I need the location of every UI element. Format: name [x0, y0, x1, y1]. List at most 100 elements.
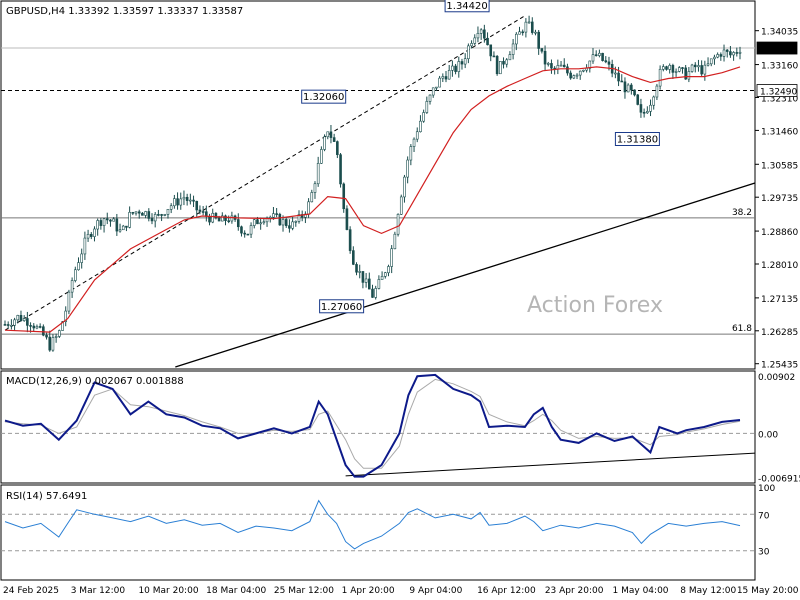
time-label: 16 Apr 12:00 — [477, 586, 536, 596]
moving-average-line — [4, 66, 741, 333]
candle-body — [658, 68, 662, 87]
candle-body — [278, 213, 282, 226]
candle-body — [693, 64, 697, 68]
candle-body — [105, 218, 109, 221]
candle-body — [201, 211, 205, 213]
price-trendlines — [4, 15, 756, 368]
candle-body — [147, 211, 151, 219]
candle-body — [326, 131, 330, 138]
candle-body — [633, 89, 636, 96]
candle-body — [160, 214, 163, 216]
candle-body — [428, 94, 432, 102]
candle-body — [332, 137, 336, 142]
price-tick-label: 1.28010 — [761, 261, 798, 271]
candle-body — [598, 52, 601, 56]
candle-body — [604, 60, 608, 63]
candle-body — [125, 225, 128, 228]
candle-body — [137, 211, 141, 214]
candle-body — [732, 52, 735, 56]
candle-body — [665, 66, 668, 70]
candle-body — [687, 71, 691, 80]
candle-body — [566, 66, 569, 74]
price-tick-label: 1.30585 — [761, 161, 798, 171]
candle-body — [505, 59, 509, 65]
candle-body — [348, 229, 352, 251]
candle-body — [550, 63, 553, 69]
macd-signal-line — [4, 378, 741, 469]
price-tick-label: 1.26285 — [761, 328, 798, 338]
candle-body — [6, 324, 10, 326]
candle-body — [77, 262, 80, 271]
price-level-lines: 38.2 61.8 — [1, 47, 755, 335]
candle-body — [131, 212, 135, 214]
candle-body — [141, 212, 144, 216]
candle-body — [10, 324, 13, 327]
candle-body — [467, 45, 470, 60]
candle-body — [677, 67, 681, 72]
candle-body — [217, 217, 221, 222]
annotation-1.31380: 1.31380 — [617, 134, 658, 145]
candle-body — [444, 76, 448, 80]
candle-body — [179, 198, 183, 206]
price-candles — [3, 15, 742, 352]
candle-body — [35, 326, 39, 329]
candle-body — [157, 214, 160, 216]
candle-body — [511, 43, 515, 55]
candle-body — [121, 225, 125, 231]
candle-body — [387, 266, 390, 274]
price-moving-average — [4, 66, 741, 333]
macd-tick-label: 0.00 — [758, 430, 778, 440]
candle-body — [109, 219, 112, 222]
candle-body — [323, 136, 326, 150]
candle-body — [259, 222, 262, 225]
candle-body — [582, 69, 585, 72]
candle-body — [614, 72, 617, 75]
time-label: 1 Apr 20:00 — [342, 586, 395, 596]
candle-body — [208, 216, 211, 223]
candle-body — [662, 66, 665, 70]
candle-body — [112, 218, 115, 222]
candle-body — [342, 183, 346, 210]
candle-body — [316, 163, 320, 185]
candle-body — [483, 29, 486, 39]
candle-body — [457, 61, 461, 72]
candle-body — [620, 80, 624, 83]
candle-body — [652, 96, 656, 106]
price-annotations: 1.34420 1.32060 1.31380 1.27060 — [301, 0, 660, 314]
annotation-1.32060: 1.32060 — [303, 92, 344, 103]
candle-body — [74, 269, 77, 281]
price-tick-label: 1.31460 — [761, 127, 798, 137]
candle-body — [537, 31, 540, 49]
candle-body — [19, 315, 23, 321]
candle-body — [38, 326, 42, 328]
candle-body — [230, 215, 234, 222]
time-label: 8 May 12:00 — [680, 586, 736, 596]
rsi-tick-label: 30 — [758, 548, 770, 558]
candle-body — [352, 250, 355, 265]
price-panel-frame — [0, 0, 756, 370]
candle-body — [479, 29, 483, 34]
macd-lines — [4, 373, 741, 478]
time-axis: 24 Feb 2025 3 Mar 12:00 10 Mar 20:00 18 Mar… — [3, 586, 799, 596]
candle-body — [486, 37, 489, 46]
candle-body — [118, 229, 122, 232]
price-axis: 1.34035 1.33160 1.32310 1.31460 1.30585 1.297… — [755, 28, 798, 371]
candle-body — [642, 111, 646, 114]
candle-body — [630, 84, 633, 91]
current-price-label: 1.33587 — [760, 45, 797, 55]
annotation-box — [614, 131, 660, 146]
time-label: 24 Feb 2025 — [3, 586, 59, 596]
candle-body — [515, 33, 518, 45]
candle-body — [355, 264, 358, 273]
candle-body — [329, 131, 333, 138]
candle-body — [706, 63, 710, 66]
fib-label-38.2: 38.2 — [732, 208, 752, 218]
candle-body — [310, 192, 314, 203]
candle-body — [58, 330, 61, 337]
candle-body — [451, 65, 454, 71]
candle-body — [425, 101, 429, 113]
candle-body — [67, 291, 71, 312]
time-label: 23 Apr 20:00 — [545, 586, 604, 596]
candle-body — [543, 50, 547, 65]
candle-body — [236, 219, 240, 228]
